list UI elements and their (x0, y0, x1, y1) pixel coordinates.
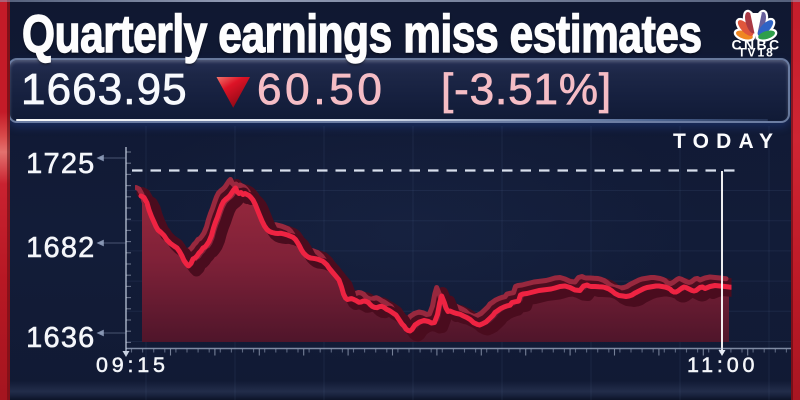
svg-text:TV18: TV18 (738, 46, 775, 60)
svg-text:CNBC: CNBC (731, 37, 781, 53)
